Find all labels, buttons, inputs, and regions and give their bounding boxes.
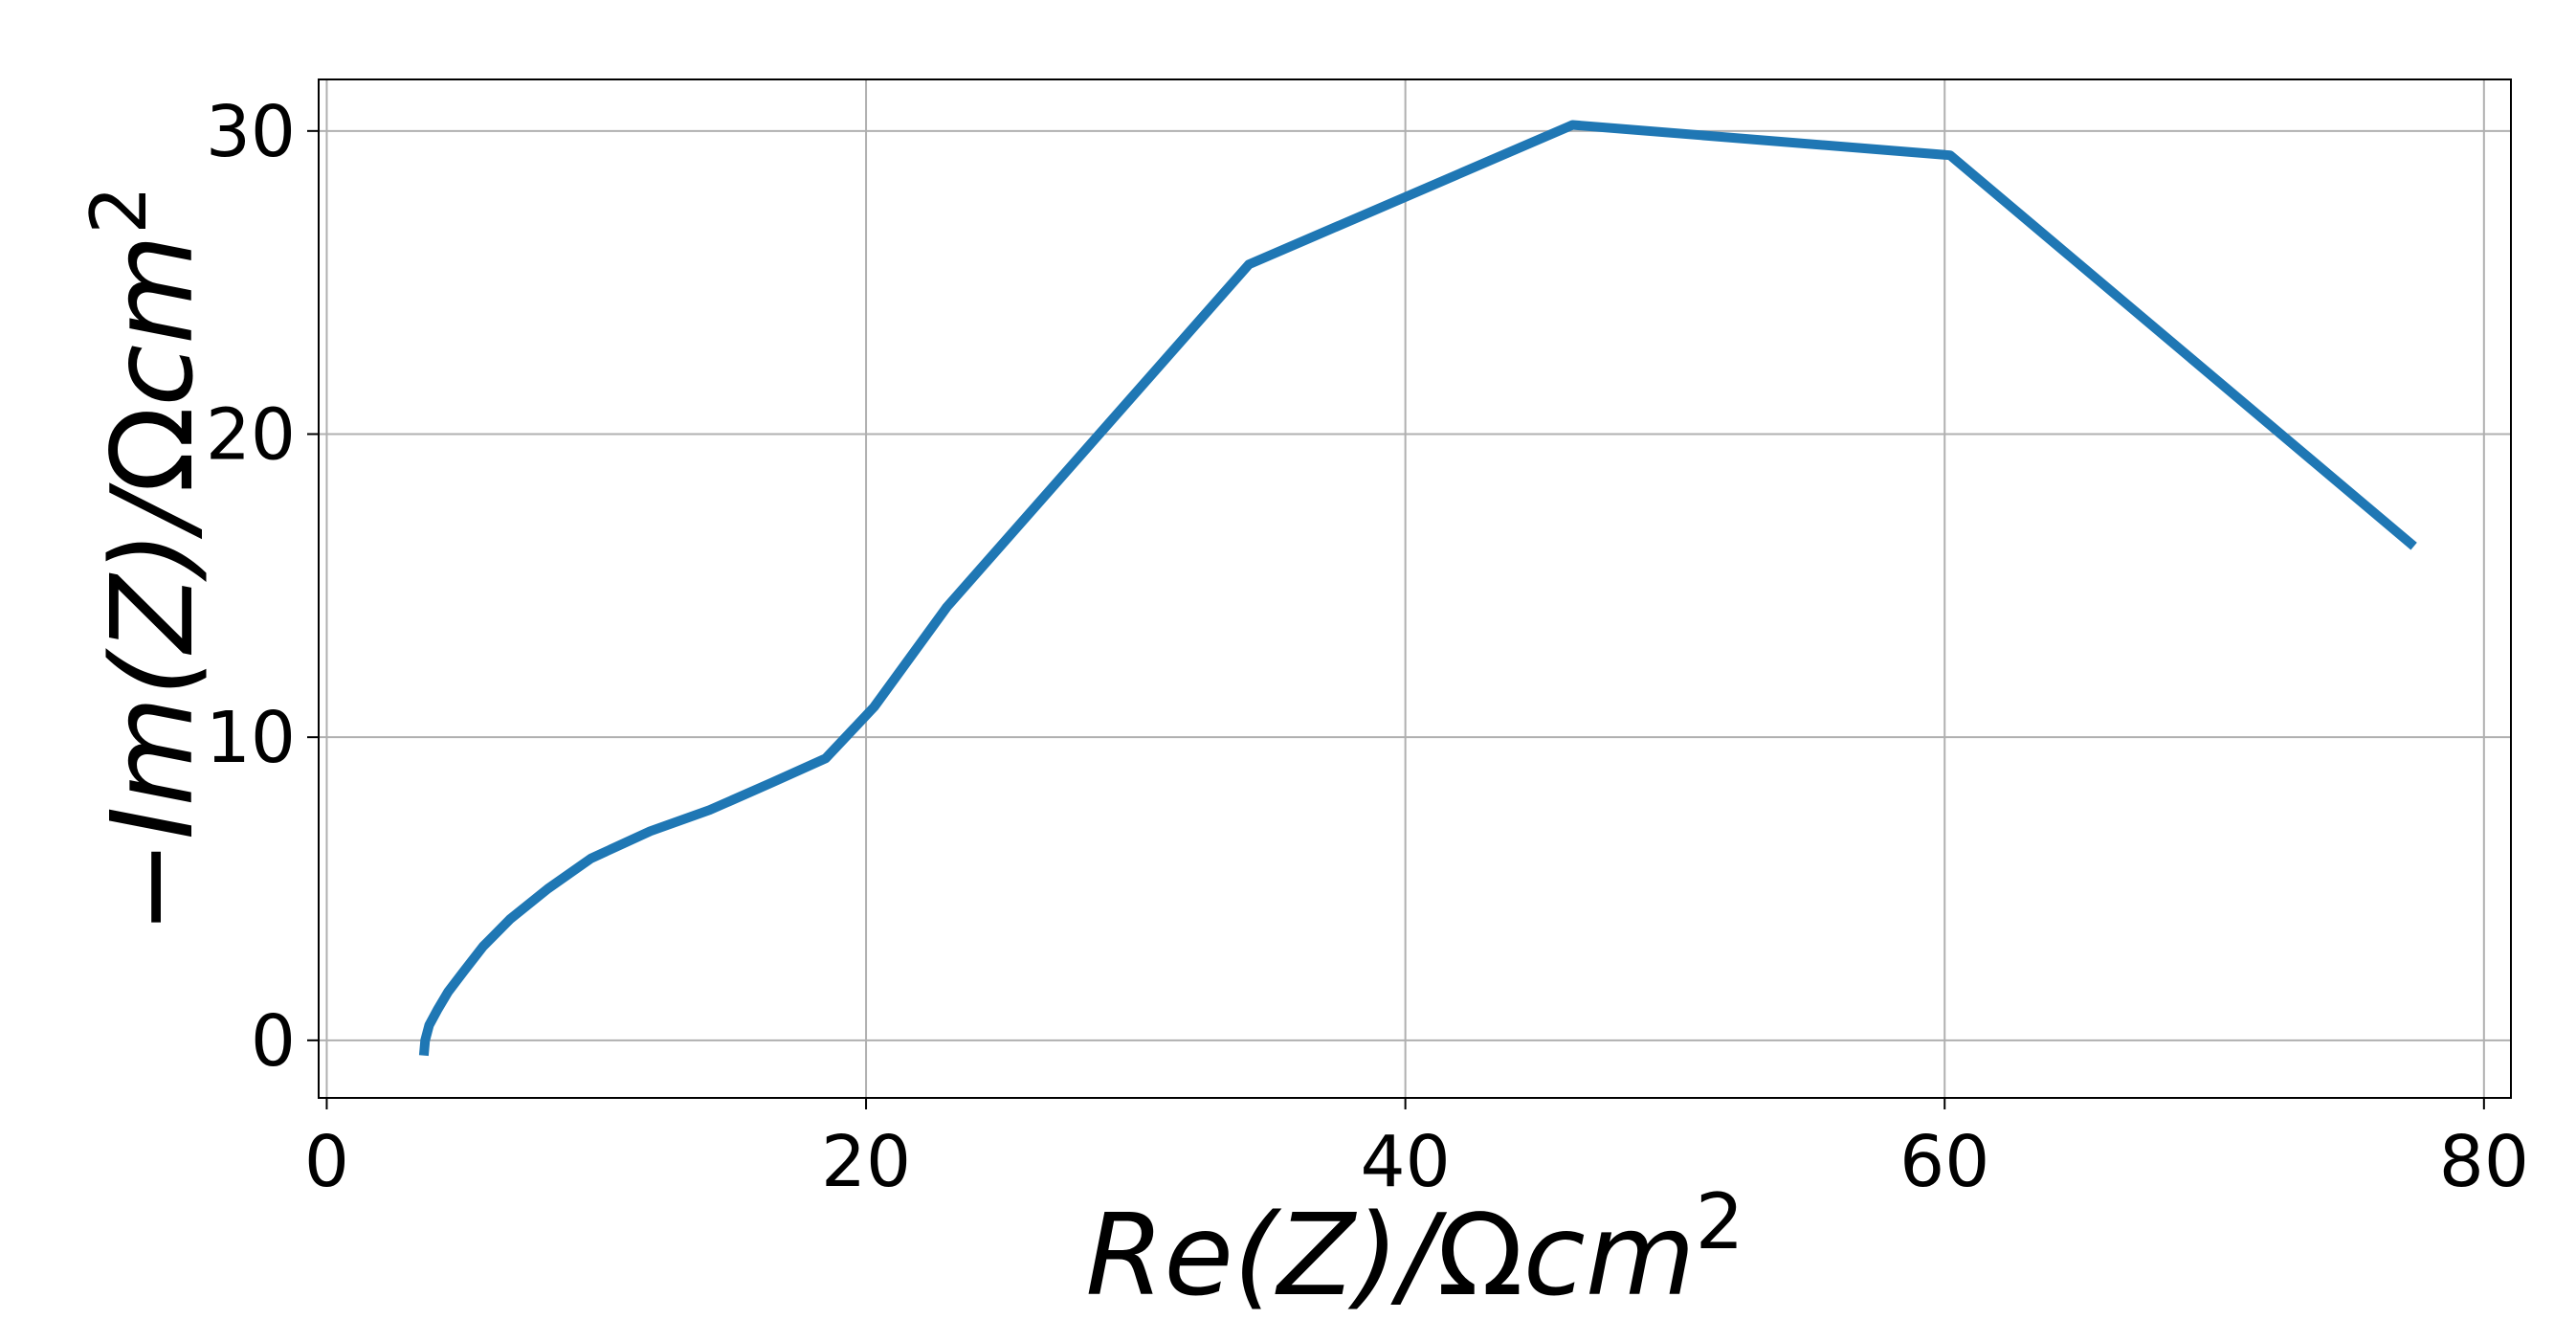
plot-frame <box>318 78 2512 1099</box>
x-axis-label: Re(Z)/Ωcm2 <box>1085 1177 1743 1321</box>
x-tick-label: 60 <box>1899 1121 1989 1203</box>
x-tick-label: 80 <box>2439 1121 2529 1203</box>
y-tick-label: 30 <box>206 91 296 173</box>
y-tick-label: 10 <box>206 697 296 779</box>
tick-layer: 0 20 40 60 80 0 10 20 30 <box>206 91 2529 1203</box>
y-tick-label: 0 <box>251 1000 296 1083</box>
x-tick-label: 40 <box>1361 1121 1451 1203</box>
grid-layer <box>319 79 2511 1098</box>
x-tick-label: 20 <box>821 1121 911 1203</box>
x-tick-label: 0 <box>304 1121 349 1203</box>
series-line <box>418 120 2417 1057</box>
y-tick-label: 20 <box>206 394 296 477</box>
y-axis-label: −Im(Z)/Ωcm2 <box>75 186 218 934</box>
series-layer <box>418 120 2417 1057</box>
